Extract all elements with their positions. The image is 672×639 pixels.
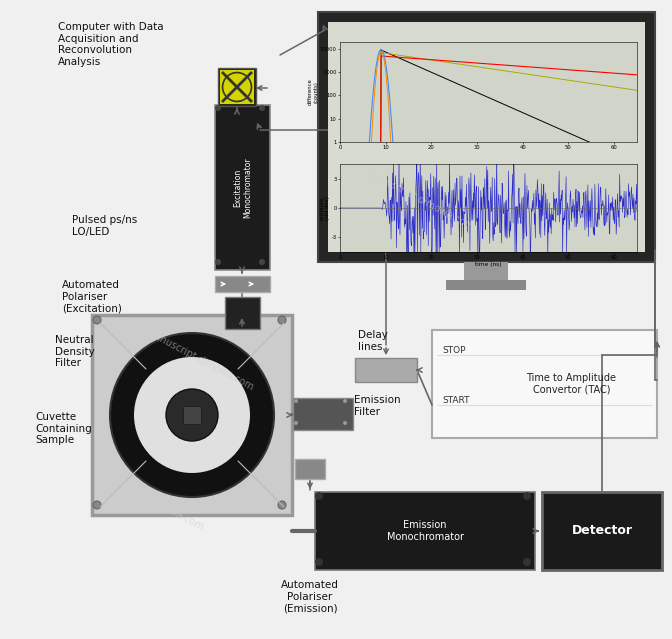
Bar xyxy=(92,315,292,515)
Text: manuscript.dimowa.com: manuscript.dimowa.com xyxy=(364,167,476,233)
Text: Emission
Filter: Emission Filter xyxy=(354,395,401,417)
Text: STOP: STOP xyxy=(442,346,466,355)
Circle shape xyxy=(278,501,286,509)
Text: Computer with Data
Acquisition and
Reconvolution
Analysis: Computer with Data Acquisition and Recon… xyxy=(58,22,163,67)
Circle shape xyxy=(166,389,218,441)
Circle shape xyxy=(215,259,221,265)
Circle shape xyxy=(215,105,221,111)
Circle shape xyxy=(93,501,101,509)
Circle shape xyxy=(343,421,347,425)
Bar xyxy=(318,12,655,262)
Bar xyxy=(183,406,201,424)
Circle shape xyxy=(259,105,265,111)
Bar xyxy=(328,22,645,252)
Circle shape xyxy=(523,558,531,566)
Text: Emission
Monochromator: Emission Monochromator xyxy=(386,520,464,542)
Text: START: START xyxy=(442,396,470,405)
Text: Detector: Detector xyxy=(571,525,632,537)
Bar xyxy=(295,459,325,479)
Circle shape xyxy=(278,316,286,324)
Bar xyxy=(432,330,657,438)
Circle shape xyxy=(523,492,531,500)
Circle shape xyxy=(134,357,250,473)
Circle shape xyxy=(110,333,274,497)
Circle shape xyxy=(343,399,347,403)
Bar xyxy=(542,492,662,570)
Bar xyxy=(220,70,254,104)
Text: manuscript.dimowa.com: manuscript.dimowa.com xyxy=(95,467,206,533)
Bar xyxy=(446,280,526,290)
Text: Excitation
Monochromator: Excitation Monochromator xyxy=(233,157,252,218)
Text: Pulsed ps/ns
LO/LED: Pulsed ps/ns LO/LED xyxy=(72,215,137,236)
Text: Cuvette
Containing
Sample: Cuvette Containing Sample xyxy=(35,412,92,445)
Text: Automated
Polariser
(Excitation): Automated Polariser (Excitation) xyxy=(62,280,122,313)
Circle shape xyxy=(93,316,101,324)
Circle shape xyxy=(294,399,298,403)
Circle shape xyxy=(259,259,265,265)
Bar xyxy=(315,492,535,570)
Text: Neutral
Density
Filter: Neutral Density Filter xyxy=(55,335,95,368)
Bar xyxy=(215,105,270,270)
Bar xyxy=(355,358,417,382)
Text: Delay
lines: Delay lines xyxy=(358,330,388,351)
Circle shape xyxy=(315,492,323,500)
Bar xyxy=(464,262,508,280)
Bar xyxy=(293,398,353,430)
Bar xyxy=(218,68,256,106)
Circle shape xyxy=(294,421,298,425)
Text: manuscript.dimowa.com: manuscript.dimowa.com xyxy=(144,327,255,393)
Bar xyxy=(215,276,270,292)
Text: Time to Amplitude
Convertor (TAC): Time to Amplitude Convertor (TAC) xyxy=(526,373,616,395)
Circle shape xyxy=(315,558,323,566)
Text: Automated
Polariser
(Emission): Automated Polariser (Emission) xyxy=(281,580,339,613)
Bar xyxy=(225,297,260,329)
